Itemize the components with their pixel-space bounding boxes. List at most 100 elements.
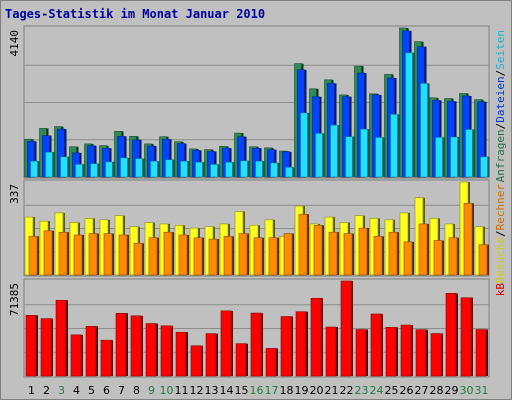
bar-seiten-day-3 (60, 156, 68, 178)
bar-seiten-day-10 (165, 159, 173, 178)
bar-seiten-day-12 (195, 161, 203, 178)
bar-kb-day-31 (475, 329, 487, 377)
x-tick-label-3: 3 (58, 384, 65, 397)
ymax-label-kbytes: 71385 (8, 283, 21, 316)
legend-separator: / (494, 70, 507, 77)
bar-kb-day-18 (280, 316, 292, 377)
x-tick-label-28: 28 (430, 384, 444, 397)
bar-rechner-day-26 (403, 241, 413, 276)
bar-rechner-day-30 (463, 202, 473, 276)
bar-kb-day-27 (415, 329, 427, 377)
bar-kb-day-23 (355, 329, 367, 377)
bar-kb-day-5 (85, 326, 97, 377)
bar-rechner-day-15 (238, 233, 248, 276)
x-tick-label-20: 20 (310, 384, 324, 397)
legend-entry-rechner: Rechner (494, 184, 507, 231)
bar-rechner-day-2 (43, 230, 53, 276)
bar-kb-day-4 (70, 334, 82, 377)
x-tick-label-31: 31 (475, 384, 489, 397)
ymax-label-requests: 4140 (8, 30, 21, 57)
legend-separator: / (494, 123, 507, 130)
x-tick-label-6: 6 (103, 384, 110, 397)
legend-entry-kb: kB (494, 283, 507, 297)
bar-rechner-day-24 (373, 236, 383, 276)
legend-entry-anfragen: Anfragen (494, 129, 507, 182)
bar-kb-day-28 (430, 333, 442, 377)
bar-kb-day-14 (220, 310, 232, 377)
x-tick-label-29: 29 (445, 384, 459, 397)
bar-rechner-day-20 (313, 225, 323, 276)
bar-seiten-day-21 (330, 124, 338, 178)
bar-rechner-day-5 (88, 233, 98, 276)
bar-rechner-day-10 (163, 231, 173, 276)
bar-rechner-day-22 (343, 233, 353, 276)
bar-rechner-day-21 (328, 231, 338, 276)
bar-seiten-day-24 (375, 137, 383, 178)
x-tick-label-9: 9 (148, 384, 155, 397)
panel-kbytes: 71385 kB (8, 278, 507, 378)
x-tick-label-16: 16 (250, 384, 264, 397)
bar-rechner-day-16 (253, 237, 263, 276)
bar-rechner-day-3 (58, 231, 68, 276)
bar-rechner-day-4 (73, 234, 83, 276)
bar-rechner-day-27 (418, 223, 428, 276)
x-tick-label-10: 10 (160, 384, 174, 397)
panel-visits: 337 Besuche/Rechner (8, 179, 507, 284)
bar-seiten-day-7 (120, 157, 128, 178)
bar-rechner-day-1 (28, 236, 38, 276)
bar-kb-day-17 (265, 348, 277, 377)
bar-seiten-day-23 (360, 128, 368, 178)
bar-rechner-day-12 (193, 237, 203, 276)
legend-kbytes: kB (494, 283, 507, 297)
x-tick-label-18: 18 (280, 384, 294, 397)
x-tick-label-12: 12 (190, 384, 204, 397)
bar-seiten-day-29 (450, 136, 458, 178)
bar-kb-day-13 (205, 333, 217, 377)
bar-rechner-day-7 (118, 234, 128, 276)
bar-rechner-day-29 (448, 237, 458, 276)
bar-seiten-day-20 (315, 133, 323, 178)
legend-visits: Besuche/Rechner (494, 184, 507, 284)
bar-kb-day-29 (445, 293, 457, 377)
bar-rechner-day-25 (388, 231, 398, 276)
bar-seiten-day-9 (150, 160, 158, 178)
x-tick-label-4: 4 (73, 384, 80, 397)
bar-seiten-day-6 (105, 161, 113, 178)
x-tick-label-30: 30 (460, 384, 474, 397)
bar-seiten-day-5 (90, 163, 98, 178)
bar-kb-day-9 (145, 323, 157, 377)
x-tick-label-8: 8 (133, 384, 140, 397)
bar-kb-day-7 (115, 313, 127, 377)
x-tick-label-1: 1 (28, 384, 35, 397)
bar-seiten-day-16 (255, 160, 263, 178)
ymax-label-visits: 337 (8, 184, 21, 204)
bar-kb-day-25 (385, 326, 397, 377)
bar-seiten-day-19 (300, 112, 308, 178)
bar-seiten-day-15 (240, 160, 248, 178)
bar-kb-day-11 (175, 331, 187, 377)
bar-rechner-day-17 (268, 237, 278, 276)
bar-kb-day-19 (295, 311, 307, 377)
bar-seiten-day-11 (180, 160, 188, 178)
bar-seiten-day-1 (30, 160, 38, 178)
bar-seiten-day-26 (405, 52, 413, 178)
x-tick-label-23: 23 (355, 384, 369, 397)
x-tick-label-27: 27 (415, 384, 429, 397)
bar-kb-day-21 (325, 326, 337, 377)
bar-seiten-day-14 (225, 161, 233, 178)
legend-separator: / (494, 230, 507, 237)
bar-rechner-day-8 (133, 242, 143, 276)
bar-kb-day-16 (250, 312, 262, 377)
x-tick-label-15: 15 (235, 384, 249, 397)
bar-rechner-day-19 (298, 213, 308, 276)
bar-seiten-day-8 (135, 158, 143, 178)
bar-kb-day-2 (40, 318, 52, 377)
x-tick-label-17: 17 (265, 384, 279, 397)
x-tick-label-2: 2 (43, 384, 50, 397)
bar-rechner-day-28 (433, 240, 443, 276)
bar-seiten-day-28 (435, 137, 443, 178)
x-tick-label-11: 11 (175, 384, 189, 397)
